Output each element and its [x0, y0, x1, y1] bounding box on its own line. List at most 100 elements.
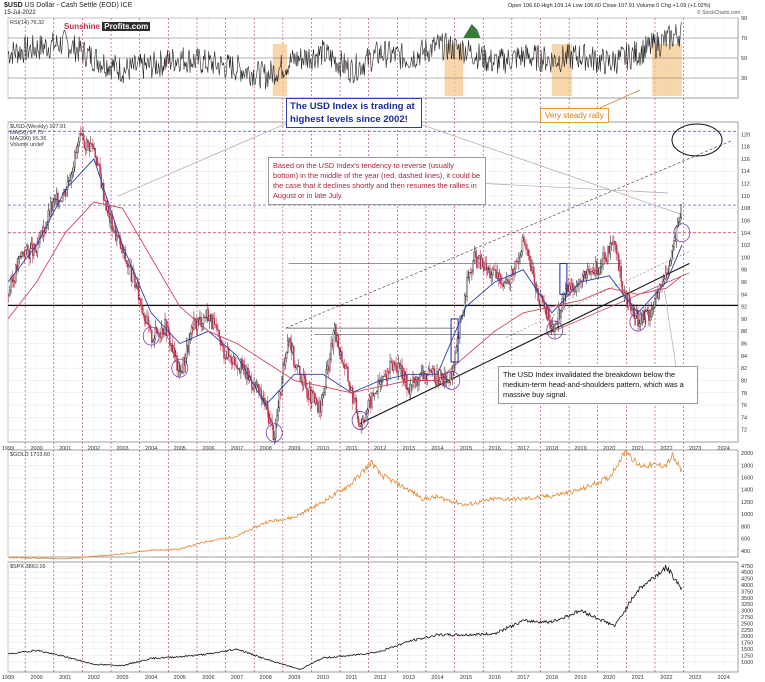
price-candle-body	[657, 292, 660, 299]
bottom-circle-marker	[673, 223, 691, 243]
price-ytick-label: 92	[741, 305, 747, 311]
price-candle-body	[532, 267, 534, 274]
ma200-line	[7, 201, 683, 394]
price-candle-body	[53, 199, 56, 202]
breakdown-note: The USD Index invalidated the breakdown …	[498, 366, 698, 404]
price-candle-body	[392, 361, 395, 371]
price-candle-body	[189, 333, 192, 340]
price-candle-body	[226, 347, 229, 358]
price-candle-body	[660, 284, 662, 286]
bottom-xtick-label: 2009	[288, 675, 300, 681]
price-candle-body	[579, 279, 581, 282]
price-candle-body	[548, 308, 550, 321]
price-candle-body	[319, 401, 322, 413]
price-candle-body	[598, 267, 601, 274]
price-candle-body	[198, 318, 200, 321]
price-ytick-label: 86	[741, 342, 747, 348]
spx-ytick-label: 1250	[741, 653, 753, 659]
spx-line	[7, 564, 683, 670]
price-candle-body	[260, 389, 263, 400]
price-ytick-label: 88	[741, 329, 747, 335]
price-candle-body	[172, 347, 175, 353]
price-candle-body	[479, 255, 482, 269]
price-candle-body	[498, 273, 501, 280]
price-candle-body	[451, 371, 454, 379]
bottom-xtick-label: 2010	[317, 675, 329, 681]
price-candle-body	[178, 361, 181, 373]
price-candle-body	[348, 381, 350, 387]
price-candle-body	[494, 269, 496, 271]
price-candle-body	[673, 240, 675, 247]
price-candle-body	[521, 237, 524, 252]
price-candle-body	[313, 392, 315, 404]
price-candle-body	[330, 343, 332, 361]
price-candle-body	[358, 418, 360, 426]
price-candle-body	[584, 270, 586, 279]
price-candle-body	[224, 357, 226, 359]
price-candle-body	[343, 364, 346, 369]
bottom-xtick-label: 2007	[231, 675, 243, 681]
spx-ytick-label: 2000	[741, 634, 753, 640]
price-xtick-label: 2003	[116, 446, 128, 452]
price-candle-body	[531, 267, 533, 272]
price-xtick-label: 2022	[660, 446, 672, 452]
price-candle-body	[235, 364, 237, 366]
support-trendline	[359, 263, 690, 425]
bottom-xtick-label: 2001	[59, 675, 71, 681]
price-candle-body	[127, 263, 129, 268]
price-candle-body	[486, 268, 489, 271]
price-candle-body	[86, 139, 88, 151]
price-candle-body	[269, 418, 271, 424]
price-candle-body	[353, 398, 355, 404]
price-candle-body	[120, 244, 123, 249]
price-candle-body	[114, 225, 117, 241]
price-candle-body	[145, 320, 147, 324]
price-candle-body	[238, 368, 241, 373]
price-candle-body	[526, 249, 528, 251]
price-candle-body	[327, 365, 330, 371]
price-candle-body	[228, 347, 230, 356]
price-candle-body	[540, 294, 543, 297]
price-candle-body	[301, 382, 303, 386]
price-candle-body	[367, 400, 370, 410]
price-candle-body	[116, 235, 118, 241]
price-candle-body	[648, 310, 650, 321]
price-candle-body	[320, 398, 323, 413]
price-candle-body	[68, 180, 70, 182]
price-candle-body	[285, 352, 288, 359]
price-candle-body	[336, 335, 338, 342]
price-candle-body	[620, 266, 622, 282]
price-ytick-label: 84	[741, 354, 747, 360]
price-ytick-label: 114	[741, 169, 750, 175]
price-xtick-label: 2021	[632, 446, 644, 452]
price-candle-body	[297, 366, 300, 368]
price-candle-body	[160, 327, 163, 338]
price-candle-body	[508, 282, 510, 285]
price-candle-body	[300, 373, 302, 383]
price-candle-body	[346, 365, 348, 368]
price-candle-body	[565, 288, 567, 295]
price-candle-body	[270, 418, 272, 422]
price-candle-body	[449, 372, 451, 383]
bottom-xtick-label: 2005	[174, 675, 186, 681]
price-candle-body	[188, 339, 190, 353]
price-candle-body	[603, 252, 605, 259]
price-candle-body	[370, 396, 372, 408]
price-candle-body	[88, 142, 90, 152]
price-candle-body	[296, 364, 299, 367]
price-candle-body	[12, 280, 15, 283]
price-candle-body	[190, 326, 193, 334]
price-candle-body	[11, 277, 13, 283]
price-candle-body	[175, 355, 177, 357]
price-candle-body	[668, 265, 670, 274]
price-candle-body	[549, 320, 551, 329]
bottom-xtick-label: 2019	[574, 675, 586, 681]
price-candle-body	[299, 366, 301, 375]
price-candle-body	[113, 225, 116, 232]
price-xtick-label: 2001	[59, 446, 71, 452]
price-candle-body	[554, 323, 556, 332]
price-candle-body	[513, 268, 515, 275]
price-ytick-label: 98	[741, 268, 747, 274]
price-candle-body	[266, 401, 269, 411]
price-candle-body	[525, 244, 527, 250]
